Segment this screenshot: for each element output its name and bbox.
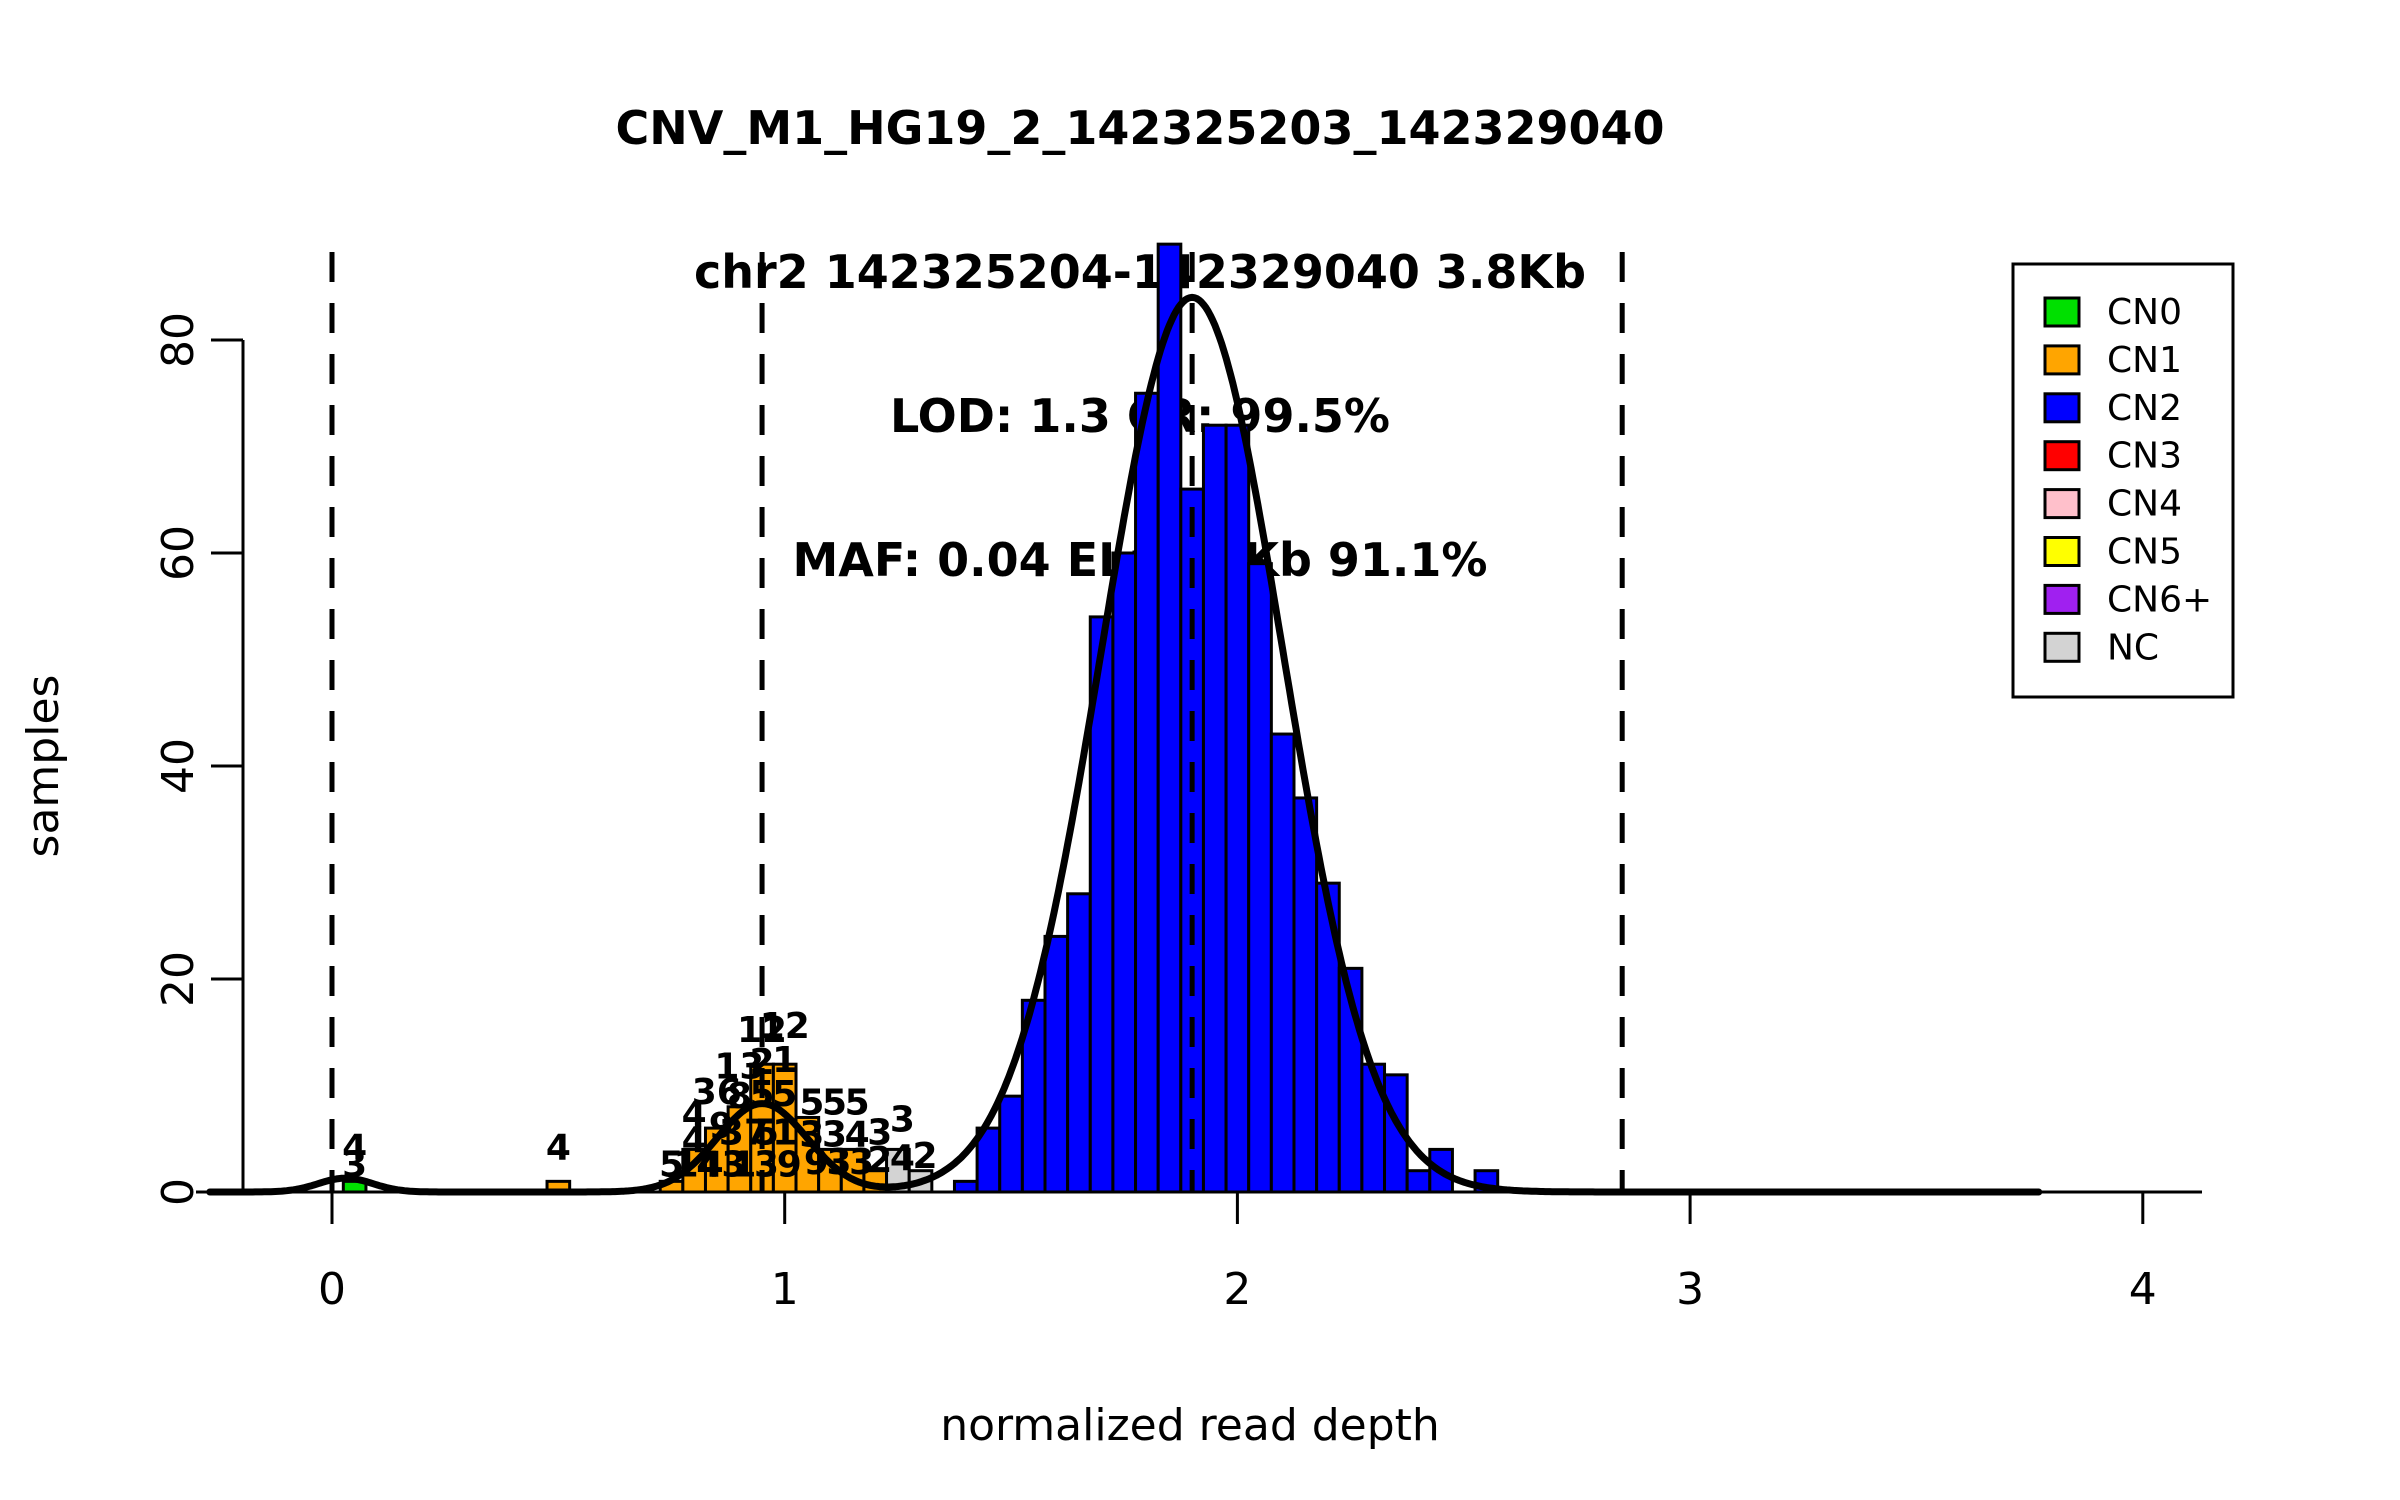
bar-count-label: 37 [719,1112,769,1153]
bar-count-label: 14 [674,1144,724,1185]
plot-title-block: CNV_M1_HG19_2_142325203_142329040 chr2 1… [0,8,2280,680]
bar-count-label: 4 [682,1120,707,1161]
legend-label-cn0: CN0 [2107,292,2182,333]
bar-count-label: 8 [727,1076,752,1117]
bar-count-label: 2 [750,1042,775,1083]
bar-count-label: 4 [890,1138,915,1179]
histogram-bar-cn2 [1247,562,1273,1194]
bar-count-label: 4 [546,1127,571,1168]
y-tick-label: 60 [153,525,204,581]
bar-count-label: 5 [799,1083,824,1124]
legend-label-cn1: CN1 [2107,340,2182,381]
legend-swatch-cn5 [2043,536,2081,567]
bar-count-label: 5 [772,1074,797,1115]
bar-count-label: 3 [799,1114,824,1155]
histogram-bar-cn2 [998,1094,1024,1194]
legend-swatch-cn6+ [2043,583,2081,615]
bar-count-label: 3 [754,1144,779,1185]
bar-count-label: 5 [822,1083,847,1124]
legend-swatch-nc [2043,631,2081,663]
bar-count-label: 2 [913,1136,938,1177]
title-line-3: LOD: 1.3 CR: 99.5% [889,389,1391,443]
legend-label-cn5: CN5 [2107,532,2182,573]
legend-swatch-cn1 [2043,344,2081,376]
bar-count-label: 12 [737,1010,787,1051]
x-tick-label: 2 [1223,1264,1251,1315]
histogram-bar-cn2 [1224,423,1251,1194]
histogram-bar-cn2 [952,1179,979,1194]
bar-count-label: 9 [804,1142,829,1183]
bar-count-label: 36 [692,1072,742,1113]
x-axis-title: normalized read depth [940,1400,1440,1451]
x-tick-label: 0 [318,1264,346,1315]
y-tick-label: 40 [153,738,204,794]
bar-count-label: 1 [772,1040,797,1081]
x-tick-label: 3 [1676,1264,1704,1315]
bar-count-label: 1 [772,1112,797,1153]
bar-count-label: 9 [777,1144,802,1185]
legend-label-cn6+: CN6+ [2107,579,2212,620]
histogram-bar-cn2 [1043,934,1070,1194]
y-axis-title: samples [18,675,69,858]
histogram-bar-cn2 [1156,242,1183,1194]
bar-count-label: 3 [890,1100,915,1141]
bar-count-label: 4 [682,1094,707,1135]
bar-count-label: 4 [342,1127,367,1168]
histogram-bar-cn2 [1269,732,1296,1194]
bar-count-label: 5 [659,1144,684,1185]
legend-swatch-cn0 [2043,296,2081,328]
legend-label-cn4: CN4 [2107,484,2182,525]
histogram-bar-cn2 [1066,892,1092,1194]
bar-count-label: 3 [867,1112,892,1153]
bar-count-label: 2 [867,1140,892,1181]
title-line-1: CNV_M1_HG19_2_142325203_142329040 [615,101,1665,155]
bar-count-label: 4 [845,1114,870,1155]
y-tick-label: 80 [153,312,204,368]
bar-count-label: 43 [696,1144,746,1185]
legend-swatch-cn3 [2043,440,2081,472]
histogram-bar-cn2 [1292,796,1319,1194]
bar-count-label: 13 [714,1046,764,1087]
density-curve [206,293,2043,1196]
bar-count-label: 5 [750,1074,775,1115]
histogram-bar-cn2 [1201,423,1228,1194]
bar-count-label: 9 [709,1106,734,1147]
bar-count-label: 3 [342,1144,367,1185]
bar-count-label: 5 [754,1112,779,1153]
legend-label-cn2: CN2 [2107,388,2182,429]
x-tick-label: 1 [771,1264,799,1315]
bar-count-label: 3 [822,1114,847,1155]
y-tick-label: 20 [153,951,204,1007]
bar-count-label: 12 [760,1006,810,1047]
bar-count-label: 1 [731,1144,756,1185]
legend-box [2011,262,2235,699]
histogram-bar-cn2 [1405,1169,1432,1194]
y-tick-label: 0 [153,1178,204,1206]
legend-label-cn3: CN3 [2107,436,2182,477]
bar-count-label: 3 [849,1142,874,1183]
bar-count-label: 3 [826,1142,851,1183]
legend-swatch-cn2 [2043,392,2081,424]
legend-swatch-cn4 [2043,488,2081,520]
legend-label-nc: NC [2107,627,2159,668]
x-tick-label: 4 [2129,1264,2157,1315]
histogram-bar-cn2 [1111,551,1138,1194]
histogram-bar-cn2 [1134,391,1160,1194]
bar-count-label: 5 [845,1083,870,1124]
title-line-2: chr2 142325204-142329040 3.8Kb [693,245,1586,299]
